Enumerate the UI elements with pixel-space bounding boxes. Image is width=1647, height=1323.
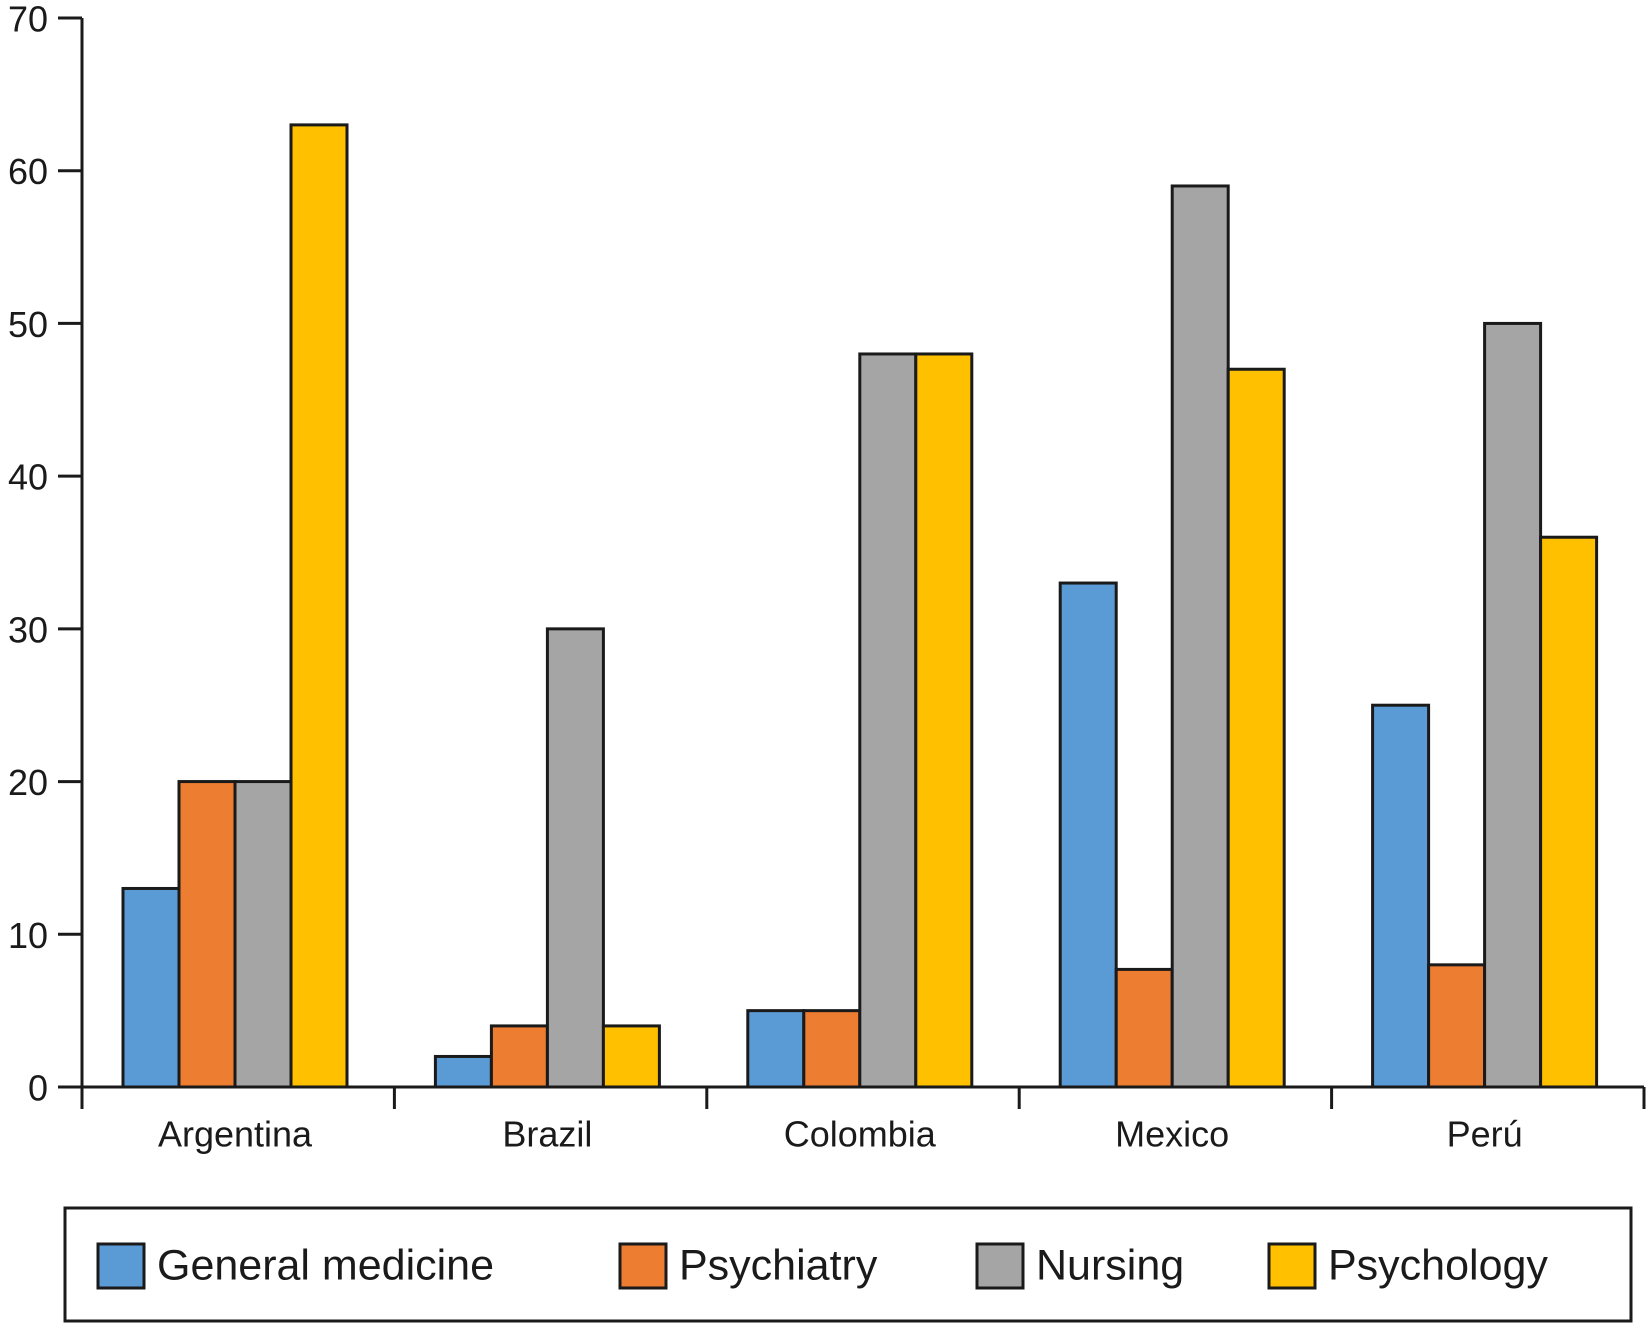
y-tick-label: 10 — [8, 915, 48, 956]
y-tick-label: 60 — [8, 151, 48, 192]
bar — [1427, 963, 1487, 1089]
bar — [1226, 367, 1286, 1089]
bar — [746, 1009, 806, 1089]
legend-box — [63, 1206, 1633, 1323]
bar — [1539, 535, 1599, 1089]
bar — [233, 780, 293, 1089]
bar — [1170, 184, 1230, 1089]
bar — [914, 352, 974, 1089]
bar — [802, 1009, 862, 1089]
x-tick-label: Argentina — [158, 1114, 313, 1155]
bar — [121, 886, 181, 1089]
bar — [177, 780, 237, 1089]
bar — [489, 1024, 549, 1089]
x-tick-label: Brazil — [502, 1114, 592, 1155]
bar — [545, 627, 605, 1089]
bar — [1058, 581, 1118, 1089]
bar — [1483, 321, 1543, 1089]
legend-swatch — [975, 1242, 1025, 1290]
y-tick-label: 20 — [8, 762, 48, 803]
bar — [1371, 703, 1431, 1089]
x-tick-label: Perú — [1447, 1114, 1523, 1155]
legend-label: Psychology — [1328, 1241, 1548, 1289]
bar — [1114, 967, 1174, 1089]
bar — [433, 1054, 493, 1089]
legend-label: Psychiatry — [679, 1241, 878, 1289]
legend-label: General medicine — [157, 1241, 494, 1289]
y-tick-label: 30 — [8, 609, 48, 650]
y-tick-label: 70 — [8, 0, 48, 40]
x-tick-label: Colombia — [784, 1114, 937, 1155]
legend-swatch — [1267, 1242, 1317, 1290]
bar — [858, 352, 918, 1089]
legend-swatch — [96, 1242, 146, 1290]
bar — [289, 123, 349, 1089]
y-tick-label: 50 — [8, 304, 48, 345]
y-tick-label: 0 — [28, 1068, 48, 1109]
bar — [601, 1024, 661, 1089]
legend-swatch — [618, 1242, 668, 1290]
legend-label: Nursing — [1036, 1241, 1184, 1289]
x-tick-label: Mexico — [1115, 1114, 1229, 1155]
y-tick-label: 40 — [8, 457, 48, 498]
